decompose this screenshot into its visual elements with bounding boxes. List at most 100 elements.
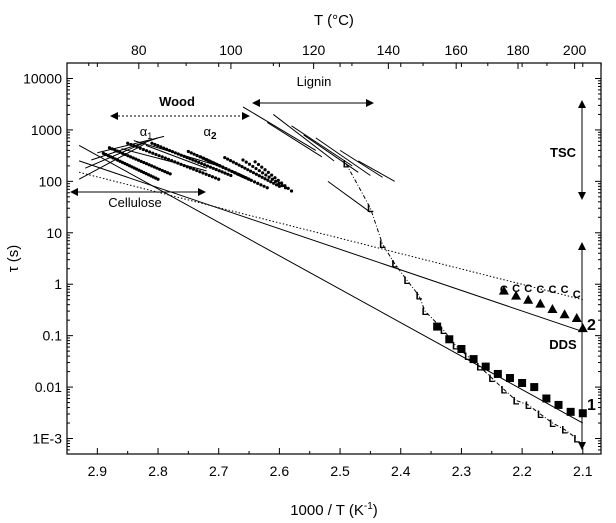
cellulose-label: Cellulose — [108, 195, 161, 210]
wood-dot — [179, 153, 183, 157]
wood-dot — [101, 151, 106, 155]
wood-dot — [113, 148, 117, 152]
dds-arrow-down — [578, 442, 586, 450]
wood-dot — [229, 173, 233, 178]
y-tick-label: 1000 — [31, 122, 62, 138]
tsc-label: TSC — [550, 145, 577, 160]
wood-dot — [270, 173, 274, 177]
x-tick-label: 2.6 — [270, 463, 290, 479]
l-marker: L — [537, 409, 544, 421]
wood-dot — [273, 176, 277, 180]
lignin-arrow-right — [366, 99, 374, 107]
wood-dot — [234, 162, 238, 166]
wood-dot — [260, 165, 264, 169]
x-tick-label: 2.3 — [452, 463, 472, 479]
wood-dot — [210, 175, 215, 179]
wood-dot — [251, 164, 255, 169]
top-tick-label: 200 — [563, 42, 587, 58]
wood-dot — [163, 156, 167, 160]
lignin-line — [327, 180, 371, 213]
y-tick-label: 1 — [54, 276, 62, 292]
x-tick-label: 2.9 — [88, 463, 108, 479]
wood-dot — [154, 152, 158, 157]
wood-arrow-right — [242, 112, 250, 120]
wood-dot — [186, 149, 190, 154]
wood-dot — [257, 174, 261, 178]
tsc-arrow-down — [578, 192, 586, 200]
wood-dot — [160, 155, 164, 159]
wood-dot — [257, 169, 261, 173]
wood-dot — [188, 157, 192, 161]
series-1-point — [578, 409, 587, 418]
wood-dot — [246, 168, 250, 172]
wood-dot — [202, 163, 207, 167]
wood-dot — [154, 176, 158, 180]
wood-dot — [237, 163, 241, 167]
wood-dot — [144, 172, 148, 176]
wood-dot — [121, 151, 125, 156]
l-marker: L — [440, 325, 447, 337]
wood-dot — [265, 186, 269, 190]
wood-dot — [266, 170, 270, 175]
l-marker: L — [391, 259, 398, 271]
wood-dot — [214, 162, 218, 166]
wood-dot — [136, 158, 141, 162]
l-marker: L — [379, 239, 386, 251]
wood-dot — [272, 181, 276, 185]
series-1-point — [505, 374, 514, 383]
y-tick-label: 1E-3 — [32, 431, 62, 447]
alpha2-label: α2 — [203, 124, 217, 142]
lignin-line — [291, 125, 353, 167]
wood-dot — [132, 166, 136, 170]
wood-dot — [274, 183, 279, 187]
wood-dot — [205, 164, 210, 168]
dds-arrow-up — [578, 242, 586, 250]
wood-dot — [240, 165, 244, 169]
wood-dot — [110, 147, 114, 151]
wood-dot — [259, 183, 263, 187]
l-marker: L — [403, 275, 410, 287]
wood-dot — [204, 172, 208, 176]
wood-dot — [182, 163, 186, 168]
wood-dot — [283, 184, 287, 188]
series-2-point — [498, 285, 509, 295]
wood-dot — [139, 159, 143, 163]
top-tick-label: 180 — [506, 42, 530, 58]
wood-dot — [160, 168, 164, 173]
lignin-arrow-left — [252, 99, 260, 107]
wood-dot — [156, 177, 160, 181]
wood-dot — [277, 181, 281, 186]
cellulose-arrow-right — [198, 188, 206, 196]
wood-dot — [276, 178, 280, 182]
wood-dot — [244, 160, 248, 164]
wood-dot — [185, 165, 189, 169]
series-2-point — [571, 313, 582, 323]
wood-dot — [262, 184, 266, 188]
x-tick-label: 2.1 — [573, 463, 593, 479]
wood-dot — [274, 179, 278, 183]
wood-dot — [150, 164, 154, 168]
wood-dot — [111, 156, 115, 160]
l-marker: L — [488, 373, 495, 385]
wood-dot — [233, 171, 238, 175]
cellulose-line — [91, 137, 159, 161]
wood-dot — [254, 166, 258, 171]
wood-dot — [130, 165, 134, 169]
wood-dot — [146, 173, 151, 177]
wood-dot — [142, 170, 146, 175]
wood-dot — [228, 158, 233, 163]
y-tick-label: 0.1 — [43, 328, 63, 344]
wood-line — [121, 148, 207, 172]
wood-dot — [208, 159, 212, 163]
wood-dot — [134, 157, 138, 161]
wood-dot — [173, 151, 177, 155]
y-tick-label: 10000 — [23, 70, 62, 86]
wood-dot — [207, 173, 211, 178]
l-marker: L — [464, 351, 471, 363]
wood-dot — [260, 171, 265, 175]
wood-dot — [155, 166, 159, 170]
wood-dot — [163, 169, 167, 174]
series-1-point — [542, 394, 551, 403]
wood-dot — [188, 166, 193, 170]
